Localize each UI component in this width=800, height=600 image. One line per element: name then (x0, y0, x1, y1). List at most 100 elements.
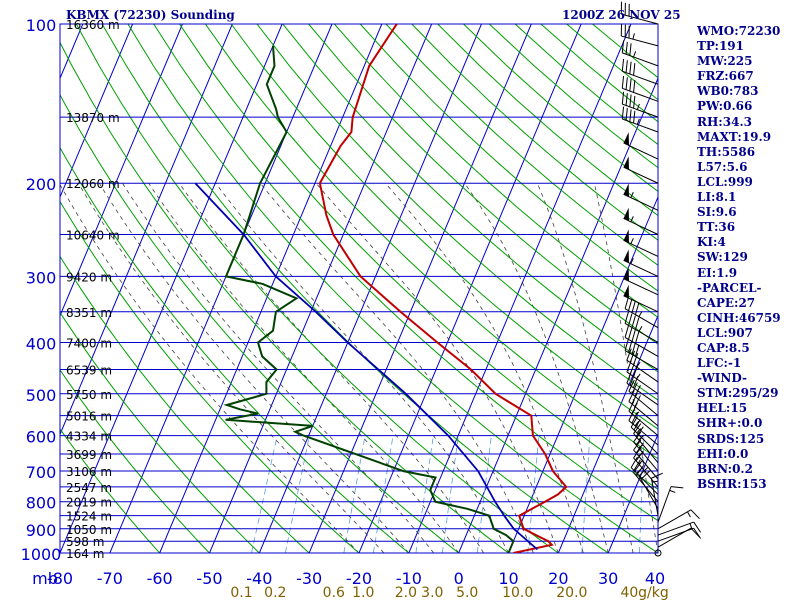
wind-barb (621, 58, 659, 85)
mixing-ratio-axis-labels: 0.1 0.2 0.6 1.0 2.0 3.0 5.0 10.0 20.0 40 g/kg (230, 585, 668, 600)
height-label: 1524 m (66, 510, 112, 524)
mixing-ratio-line (476, 435, 492, 553)
mixing-ratio-lines (251, 435, 645, 553)
temperature-tick-label: -60 (147, 569, 173, 588)
height-label: 164 m (66, 547, 104, 561)
isotherm-line (408, 24, 632, 553)
isotherm-grid (60, 24, 658, 553)
index-line: WMO:72230 (697, 24, 781, 38)
wind-barb (623, 207, 659, 235)
mixing-ratio-label: 5.0 (456, 585, 478, 600)
index-line: HEL:15 (697, 401, 748, 416)
pressure-tick-label: 400 (26, 334, 57, 353)
temperature-tick-label: 10 (498, 569, 518, 588)
index-line: LFC:-1 (697, 356, 742, 371)
isotherm-line (60, 24, 134, 199)
mixing-ratio-label: 3.0 (421, 585, 443, 600)
dry-adiabat-lines (60, 24, 658, 553)
index-line: EI:1.9 (697, 265, 738, 280)
isobar-grid (59, 23, 659, 554)
isotherm-line (358, 24, 582, 553)
temperature-axis-labels: -80 -70 -60 -50 -40 -30 -20 -10 0 10 20 30 40 (47, 569, 665, 588)
height-label: 6539 m (66, 364, 112, 378)
mixing-ratio-label: 0.6 (323, 585, 345, 600)
plot-border (59, 23, 659, 554)
index-line: LCL:907 (697, 325, 753, 340)
index-line: SRDS:125 (697, 431, 765, 446)
temperature-tick-label: -50 (196, 569, 222, 588)
isotherm-line (209, 24, 433, 553)
pressure-tick-label: 100 (26, 16, 57, 35)
index-line: CAPE:27 (697, 295, 756, 310)
pressure-tick-label: 300 (26, 268, 57, 287)
mixing-ratio-unit: g/kg (638, 585, 669, 600)
isotherm-line (109, 24, 333, 553)
wind-barb (657, 509, 700, 530)
index-line: SW:129 (697, 250, 748, 265)
wind-barb (623, 183, 659, 211)
dry-adiabat (153, 24, 658, 522)
moist-adiabat (536, 183, 634, 553)
dry-adiabat (75, 24, 559, 553)
height-label: 598 m (66, 535, 104, 549)
wind-barb (620, 1, 659, 25)
wind-barb (623, 156, 659, 184)
index-line: LI:8.1 (697, 190, 737, 205)
moist-adiabat (593, 183, 658, 553)
pressure-tick-label: 500 (26, 386, 57, 405)
index-line: SI:9.6 (697, 205, 737, 220)
index-line: MW:225 (697, 54, 753, 69)
height-label: 8351 m (66, 306, 112, 320)
index-line: CINH:46759 (697, 310, 781, 325)
index-line: CAP:8.5 (697, 340, 750, 355)
wind-barb (623, 249, 659, 277)
wind-barb (624, 296, 659, 329)
height-label: 9420 m (66, 270, 112, 284)
wind-barb (630, 456, 659, 495)
mixing-ratio-label: 0.1 (230, 585, 252, 600)
isotherm-line (607, 433, 658, 553)
mixing-ratio-label: 2.0 (395, 585, 417, 600)
isotherm-line (60, 24, 233, 436)
wind-barb (623, 267, 659, 296)
index-line: WB0:783 (697, 84, 759, 99)
mixing-ratio-line (251, 435, 278, 553)
temperature-tick-label: -30 (296, 569, 322, 588)
moist-adiabat-lines (60, 182, 658, 553)
pressure-tick-label: 800 (26, 494, 57, 513)
moist-adiabat (122, 182, 435, 553)
station-title: KBMX (72230) Sounding (66, 8, 235, 22)
temperature-tick-label: -10 (396, 569, 422, 588)
wind-barb (626, 371, 659, 406)
pressure-unit-label: mb (32, 569, 58, 588)
index-line: L57:5.6 (697, 159, 748, 174)
pressure-tick-label: 1000 (21, 545, 62, 564)
height-labels: 16360 m 13870 m 12060 m 10640 m 9420 m 8351 m… (66, 18, 120, 561)
wind-barb (623, 132, 659, 160)
temperature-tick-label: 40 (645, 569, 665, 588)
temperature-tick-label: 0 (454, 569, 464, 588)
pressure-tick-label: 900 (26, 521, 57, 540)
wind-barb (623, 229, 659, 257)
wind-barb (621, 75, 659, 102)
temperature-tick-label: -80 (47, 569, 73, 588)
index-line: PW:0.66 (697, 99, 753, 114)
wind-barb (657, 527, 700, 548)
moist-adiabat (215, 182, 509, 553)
pressure-axis-labels: 100 200 300 400 500 600 700 800 900 1000 mb (21, 16, 62, 588)
height-label: 16360 m (66, 18, 120, 32)
index-line: KI:4 (697, 235, 726, 250)
height-label: 3699 m (66, 448, 112, 462)
isotherm-line (159, 24, 383, 553)
wind-barb (633, 423, 659, 464)
index-line: BRN:0.2 (697, 461, 753, 476)
height-label: 2547 m (66, 481, 112, 495)
index-line: SHR+:0.0 (697, 416, 763, 431)
height-label: 5750 m (66, 388, 112, 402)
pressure-tick-label: 200 (26, 175, 57, 194)
isotherm-line (308, 24, 532, 553)
index-line: TH:5586 (697, 144, 756, 159)
isotherm-line (508, 195, 658, 553)
index-line: TP:191 (697, 39, 745, 54)
index-line: RH:34.3 (697, 114, 752, 129)
